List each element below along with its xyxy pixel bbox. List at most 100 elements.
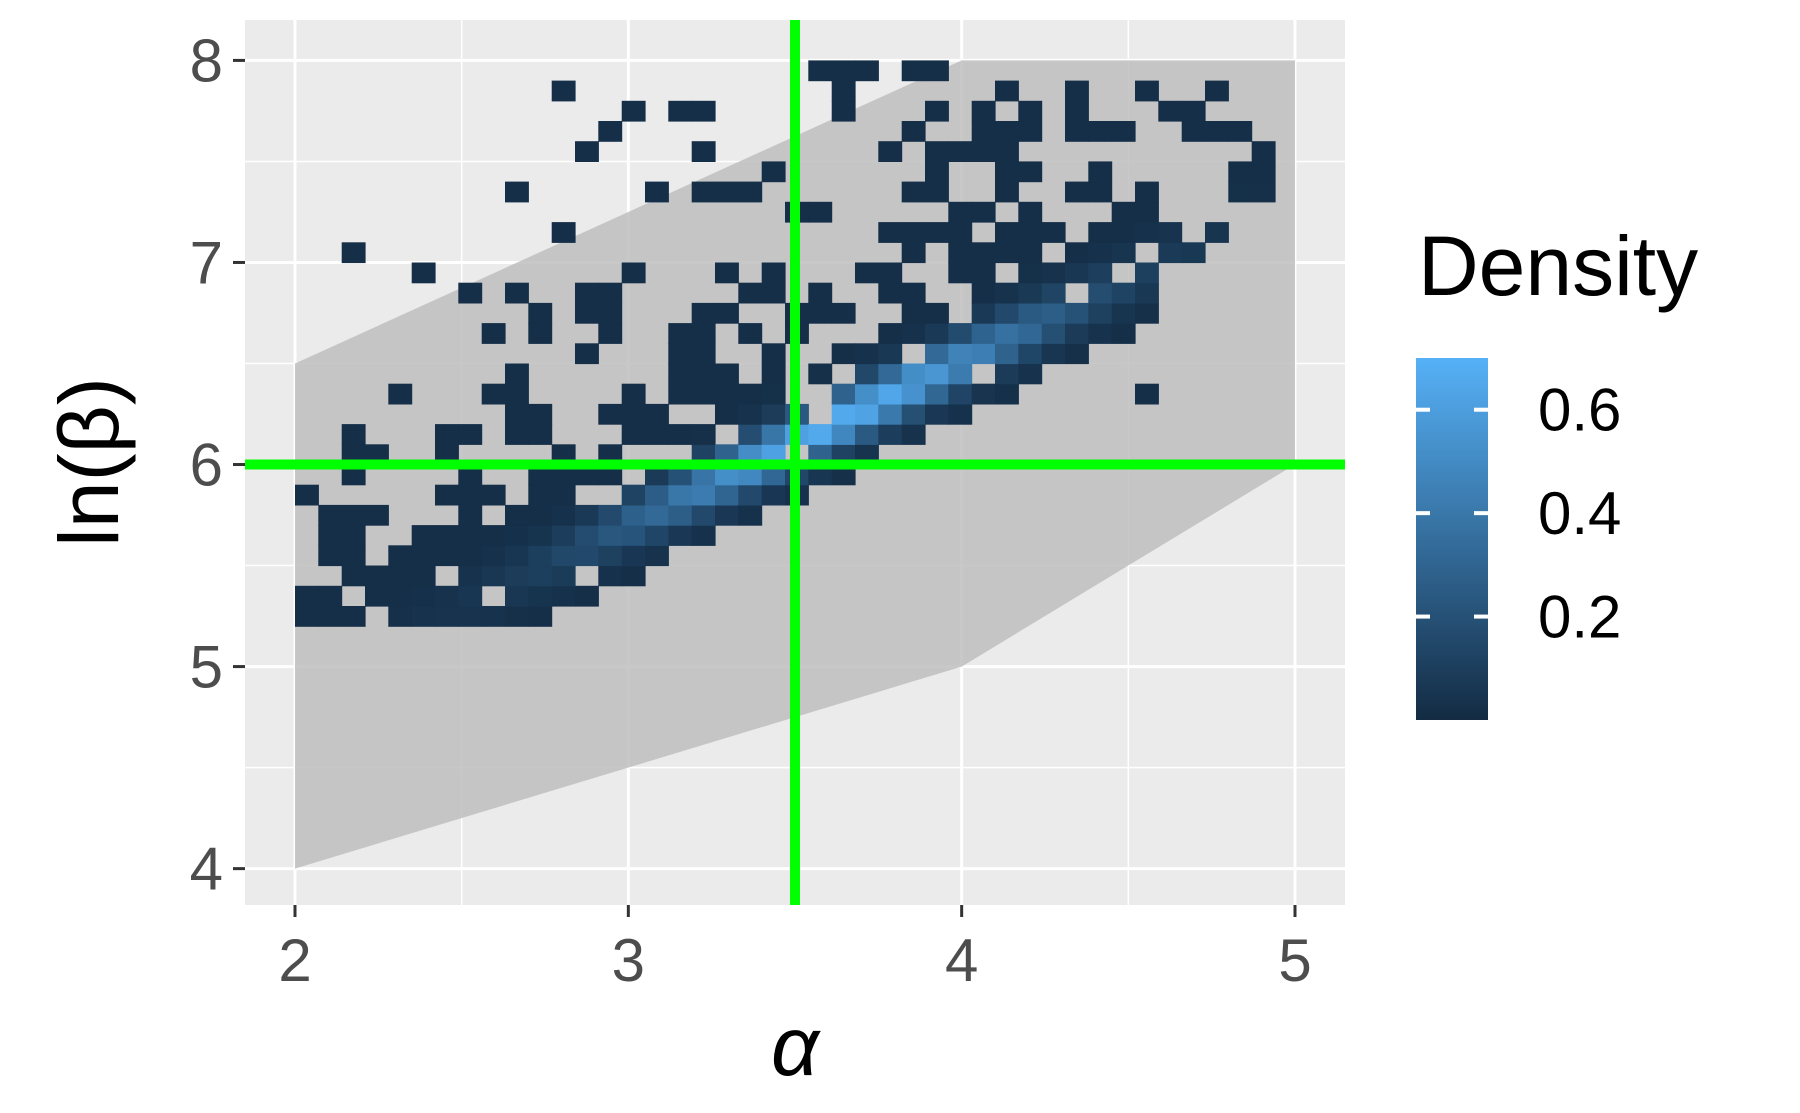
density-tile <box>621 484 646 506</box>
density-tile <box>505 545 529 567</box>
density-tile <box>948 323 973 344</box>
density-tile <box>1088 181 1113 203</box>
y-tick-label: 7 <box>190 229 223 296</box>
density-tile <box>1088 161 1113 183</box>
density-tile <box>1111 121 1136 142</box>
density-tile <box>668 363 693 385</box>
density-tile <box>481 383 506 405</box>
density-tile <box>598 565 623 587</box>
y-tick-label: 4 <box>190 836 223 903</box>
density-tile <box>971 242 996 264</box>
density-tile <box>1088 242 1113 264</box>
density-tile <box>505 525 529 546</box>
density-tile <box>388 565 413 587</box>
density-tile <box>761 262 786 284</box>
density-tile <box>411 606 436 627</box>
density-tile <box>528 504 553 526</box>
density-tile <box>668 343 693 365</box>
density-tile <box>435 525 459 546</box>
density-tile <box>691 424 716 445</box>
density-tile <box>715 363 739 385</box>
density-tile <box>878 282 903 304</box>
density-tile <box>691 302 716 324</box>
density-tile <box>645 525 669 546</box>
density-tile <box>901 242 926 264</box>
density-tile <box>995 383 1019 405</box>
y-axis-title: ln(β) <box>42 377 136 547</box>
y-tick-label: 8 <box>190 27 223 94</box>
density-tile <box>1065 121 1089 142</box>
density-tile <box>1088 121 1113 142</box>
density-tile <box>528 525 553 546</box>
density-tile <box>738 464 763 486</box>
density-tile <box>668 424 693 445</box>
density-tile <box>995 161 1019 183</box>
density-tile <box>1135 181 1159 203</box>
density-tile <box>505 565 529 587</box>
density-tile <box>995 181 1019 203</box>
density-tile <box>318 585 343 607</box>
density-tile <box>925 60 949 82</box>
density-tile <box>1111 282 1136 304</box>
density-tile <box>1135 302 1159 324</box>
density-tile <box>1135 80 1159 102</box>
density-tile <box>855 403 879 425</box>
density-tile <box>715 504 739 526</box>
density-tile <box>878 262 903 284</box>
density-tile <box>528 585 553 607</box>
density-tile <box>1205 80 1229 102</box>
density-tile <box>761 363 786 385</box>
density-tile <box>551 222 576 243</box>
density-tile <box>621 504 646 526</box>
density-tile <box>715 484 739 506</box>
density-tile <box>1088 282 1113 304</box>
density-tile <box>971 262 996 284</box>
density-tile <box>481 323 506 344</box>
density-tile <box>528 606 553 627</box>
density-tile <box>411 585 436 607</box>
density-tile <box>971 201 996 223</box>
density-tile <box>551 525 576 546</box>
density-tile <box>808 302 833 324</box>
density-tile <box>995 282 1019 304</box>
density-tile <box>1181 100 1206 122</box>
density-tile <box>388 545 413 567</box>
density-tile <box>995 121 1019 142</box>
density-tile <box>925 383 949 405</box>
density-tile <box>971 282 996 304</box>
density-tile <box>1088 222 1113 243</box>
density-tile <box>691 181 716 203</box>
density-tile <box>481 545 506 567</box>
density-tile <box>575 282 599 304</box>
density-tile <box>1251 161 1276 183</box>
legend-title: Density <box>1418 219 1698 313</box>
density-tile <box>901 181 926 203</box>
density-tile <box>551 80 576 102</box>
density-tile <box>1018 363 1043 385</box>
density-tile <box>575 464 599 486</box>
density-tile <box>505 606 529 627</box>
density-tile <box>761 403 786 425</box>
density-tile <box>1135 222 1159 243</box>
density-tile <box>575 585 599 607</box>
density-tile <box>1088 302 1113 324</box>
density-tile <box>551 504 576 526</box>
density-tile <box>411 545 436 567</box>
density-tile <box>621 545 646 567</box>
density-tile <box>808 464 833 486</box>
density-tile <box>1041 282 1066 304</box>
density-tile <box>551 484 576 506</box>
density-tile <box>855 262 879 284</box>
density-tile <box>715 383 739 405</box>
x-tick-label: 3 <box>612 927 645 994</box>
density-tile <box>435 424 459 445</box>
density-tile <box>458 424 483 445</box>
legend-label: 0.2 <box>1538 584 1621 651</box>
density-tile <box>365 585 389 607</box>
density-tile <box>995 363 1019 385</box>
density-tile <box>715 464 739 486</box>
density-tile <box>668 464 693 486</box>
density-tile <box>458 525 483 546</box>
density-tile <box>831 464 856 486</box>
density-tile <box>528 424 553 445</box>
